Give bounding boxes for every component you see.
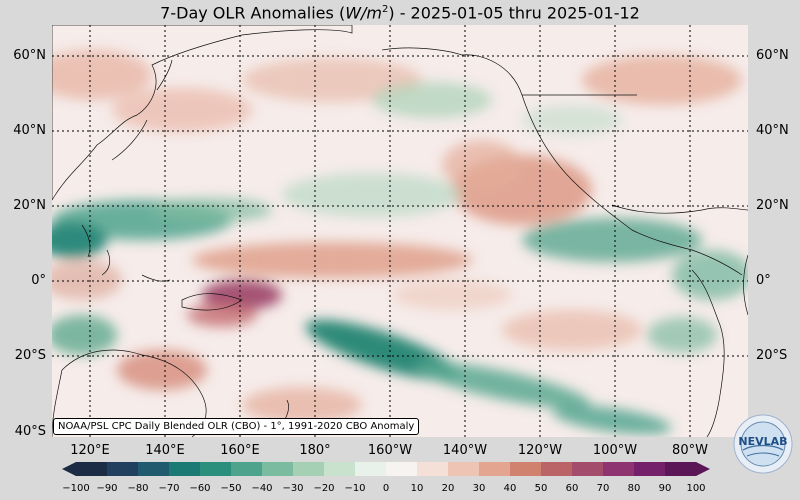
title-prefix: 7-Day OLR Anomalies ( bbox=[160, 3, 346, 23]
lat-label-20s-right: 20°S bbox=[756, 348, 788, 363]
colorbar-segment bbox=[603, 462, 635, 476]
title-unit-exponent: 2 bbox=[381, 4, 389, 15]
colorbar-segment bbox=[355, 462, 387, 476]
data-source-credit: NOAA/PSL CPC Daily Blended OLR (CBO) - 1… bbox=[53, 418, 420, 435]
colorbar-tick-label: −30 bbox=[282, 483, 304, 494]
lon-label-80w: 80°W bbox=[672, 443, 708, 458]
colorbar-tick-label: 0 bbox=[382, 483, 390, 494]
olr-anomaly-map bbox=[52, 25, 748, 437]
colorbar-tick-label: 30 bbox=[472, 483, 486, 494]
anomaly-field bbox=[52, 50, 748, 435]
colorbar-segment bbox=[138, 462, 170, 476]
colorbar-segment bbox=[541, 462, 573, 476]
lat-label-20n-right: 20°N bbox=[756, 198, 789, 213]
logo-text: NEVLAB bbox=[738, 435, 787, 448]
colorbar-segment bbox=[107, 462, 139, 476]
lon-label-160e: 160°E bbox=[220, 443, 260, 458]
lat-label-40n-right: 40°N bbox=[756, 123, 789, 138]
colorbar-segment bbox=[169, 462, 201, 476]
colorbar-segment bbox=[293, 462, 325, 476]
colorbar-tick-label: 90 bbox=[658, 483, 672, 494]
title-dates: - 2025-01-05 thru 2025-01-12 bbox=[394, 3, 640, 23]
lat-label-60n-left: 60°N bbox=[13, 48, 46, 63]
colorbar-tick-label: 80 bbox=[627, 483, 641, 494]
lon-label-140w: 140°W bbox=[442, 443, 488, 458]
colorbar-tick-label: −100 bbox=[62, 483, 90, 494]
colorbar-segment bbox=[262, 462, 294, 476]
map-title: 7-Day OLR Anomalies (W/m2) - 2025-01-05 … bbox=[0, 0, 800, 23]
colorbar-tick-label: −40 bbox=[251, 483, 273, 494]
colorbar-segment bbox=[386, 462, 418, 476]
colorbar-segment bbox=[665, 462, 697, 476]
colorbar-tick-label: −70 bbox=[158, 483, 180, 494]
colorbar-segment bbox=[76, 462, 108, 476]
lon-label-180: 180° bbox=[299, 443, 331, 458]
colorbar-tick-label: −80 bbox=[127, 483, 149, 494]
title-unit: W/m bbox=[345, 3, 382, 23]
lat-label-40s-left: 40°S bbox=[14, 424, 46, 439]
lon-label-100w: 100°W bbox=[592, 443, 638, 458]
colorbar-segment bbox=[634, 462, 666, 476]
lat-label-20n-left: 20°N bbox=[13, 198, 46, 213]
colorbar-segment bbox=[324, 462, 356, 476]
colorbar-tick-label: −60 bbox=[189, 483, 211, 494]
colorbar-segment bbox=[448, 462, 480, 476]
title-paren: ) bbox=[388, 3, 395, 23]
colorbar-tick-label: 10 bbox=[410, 483, 424, 494]
colorbar-max-arrow bbox=[696, 462, 710, 476]
colorbar-tick-label: 40 bbox=[503, 483, 517, 494]
colorbar-min-arrow bbox=[62, 462, 76, 476]
colorbar-segment bbox=[231, 462, 263, 476]
lat-label-60n-right: 60°N bbox=[756, 48, 789, 63]
colorbar-segment bbox=[510, 462, 542, 476]
colorbar bbox=[62, 462, 710, 476]
colorbar-tick-label: 20 bbox=[441, 483, 455, 494]
colorbar-tick-label: 70 bbox=[596, 483, 610, 494]
colorbar-segment bbox=[417, 462, 449, 476]
lat-label-eq-right: 0° bbox=[756, 273, 771, 288]
colorbar-tick-label: −90 bbox=[96, 483, 118, 494]
colorbar-tick-label: −10 bbox=[344, 483, 366, 494]
colorbar-tick-label: −50 bbox=[220, 483, 242, 494]
colorbar-tick-label: 100 bbox=[686, 483, 706, 494]
colorbar-tick-label: 60 bbox=[565, 483, 579, 494]
lon-label-120w: 120°W bbox=[517, 443, 563, 458]
graticule bbox=[52, 25, 748, 437]
colorbar-tick-label: −20 bbox=[313, 483, 335, 494]
lon-label-140e: 140°E bbox=[145, 443, 185, 458]
colorbar-segment bbox=[479, 462, 511, 476]
lon-label-120e: 120°E bbox=[70, 443, 110, 458]
nevlab-logo: NEVLAB bbox=[733, 414, 793, 474]
lat-label-eq-left: 0° bbox=[31, 273, 46, 288]
lat-label-20s-left: 20°S bbox=[14, 348, 46, 363]
colorbar-segment bbox=[200, 462, 232, 476]
colorbar-segment bbox=[572, 462, 604, 476]
colorbar-tick-label: 50 bbox=[534, 483, 548, 494]
lon-label-160w: 160°W bbox=[367, 443, 413, 458]
lat-label-40n-left: 40°N bbox=[13, 123, 46, 138]
